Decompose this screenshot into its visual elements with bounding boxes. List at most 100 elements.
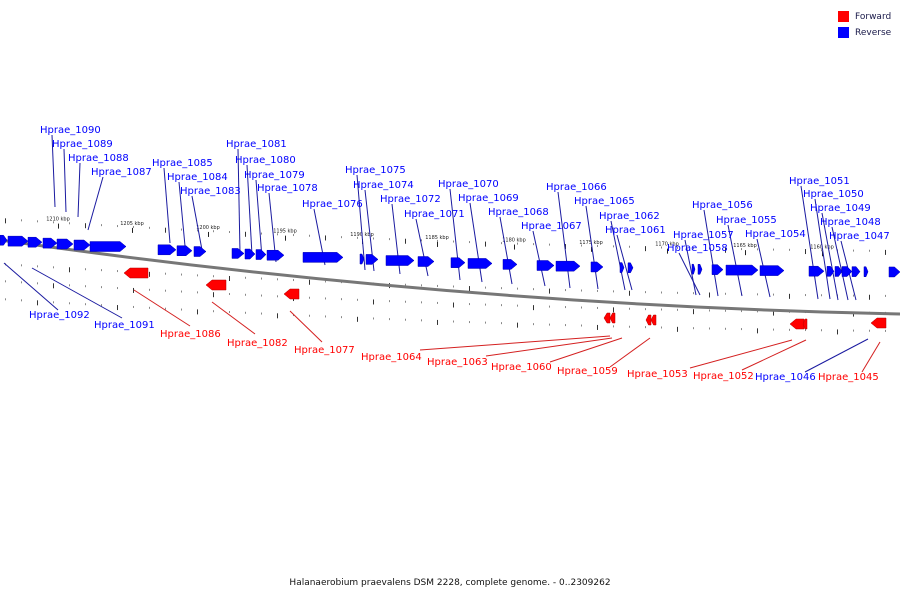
leader-line [3, 262, 59, 311]
scale-tick [132, 227, 133, 233]
tick-mark [693, 247, 694, 250]
tick-mark [341, 236, 342, 239]
leader-line [63, 148, 67, 213]
tick-mark [789, 328, 790, 331]
tick-mark [709, 247, 710, 250]
tick-mark [309, 314, 310, 317]
gene-label-hprae-1088: Hprae_1088 [68, 153, 129, 164]
tick-mark [597, 289, 598, 292]
leader-line [77, 162, 81, 218]
forward-gene-arrow [789, 318, 805, 330]
tick-mark [245, 231, 246, 237]
gene-label-hprae-1072: Hprae_1072 [380, 194, 441, 205]
tick-mark [293, 234, 294, 237]
tick-mark [757, 310, 758, 313]
tick-mark [533, 323, 534, 326]
reverse-gene-arrow [863, 266, 869, 277]
tick-mark [69, 222, 70, 225]
tick-mark [581, 306, 582, 309]
tick-mark [661, 291, 662, 294]
gene-label-hprae-1075: Hprae_1075 [345, 165, 406, 176]
scale-label: 1195 kbp [273, 229, 297, 235]
tick-mark [341, 316, 342, 319]
tick-mark [453, 320, 454, 323]
gene-label-hprae-1080: Hprae_1080 [235, 155, 296, 166]
tick-mark [549, 288, 550, 294]
leader-line [133, 289, 191, 327]
reverse-gene-arrow [244, 248, 256, 260]
scale-tick [208, 231, 209, 237]
gene-label-hprae-1052: Hprae_1052 [693, 371, 754, 382]
gene-label-hprae-1048: Hprae_1048 [820, 217, 881, 228]
tick-mark [5, 298, 6, 301]
tick-mark [229, 275, 230, 281]
tick-mark [821, 294, 822, 297]
reverse-gene-arrow [725, 264, 759, 276]
tick-mark [533, 305, 534, 311]
tick-mark [21, 219, 22, 222]
forward-gene-arrow [123, 267, 149, 279]
reverse-gene-arrow [826, 266, 835, 277]
tick-mark [773, 293, 774, 296]
tick-mark [181, 308, 182, 311]
tick-mark [453, 302, 454, 308]
leader-line [87, 176, 104, 231]
tick-mark [405, 300, 406, 303]
scale-tick [667, 248, 668, 254]
scale-label: 1185 kbp [425, 235, 449, 241]
tick-mark [517, 242, 518, 245]
tick-mark [389, 238, 390, 241]
tick-mark [373, 299, 374, 305]
tick-mark [629, 307, 630, 310]
reverse-gene-arrow [231, 248, 245, 259]
tick-mark [341, 298, 342, 301]
forward-gene-arrow [802, 318, 808, 330]
gene-label-hprae-1087: Hprae_1087 [91, 167, 152, 178]
tick-mark [677, 308, 678, 311]
scale-tick [437, 241, 438, 247]
reverse-gene-arrow [417, 256, 435, 267]
tick-mark [117, 225, 118, 228]
gene-label-hprae-1079: Hprae_1079 [244, 170, 305, 181]
legend-label-forward: Forward [855, 11, 892, 22]
tick-mark [85, 223, 86, 229]
tick-mark [661, 308, 662, 311]
tick-mark [581, 244, 582, 247]
tick-mark [853, 249, 854, 252]
forward-gene-arrow [609, 312, 616, 324]
leader-line [585, 205, 599, 290]
tick-mark [821, 249, 822, 252]
leader-line [532, 230, 546, 287]
tick-mark [789, 248, 790, 251]
gene-label-hprae-1051: Hprae_1051 [789, 176, 850, 187]
tick-mark [885, 249, 886, 255]
leader-line [689, 339, 793, 369]
forward-gene-arrow [603, 312, 611, 324]
tick-mark [485, 241, 486, 247]
reverse-gene-arrow [385, 255, 415, 266]
tick-mark [53, 266, 54, 269]
tick-mark [677, 246, 678, 249]
tick-mark [325, 235, 326, 241]
reverse-gene-arrow [759, 265, 785, 276]
reverse-gene-arrow [266, 249, 285, 261]
tick-mark [437, 301, 438, 304]
forward-gene-arrow [870, 317, 887, 329]
tick-mark [69, 267, 70, 273]
tick-mark [133, 305, 134, 308]
leader-line [469, 202, 483, 283]
tick-mark [277, 313, 278, 319]
leader-line [51, 134, 56, 208]
tick-mark [533, 288, 534, 291]
tick-mark [357, 298, 358, 301]
reverse-gene-arrow [619, 262, 625, 273]
tick-mark [853, 329, 854, 332]
tick-mark [741, 328, 742, 331]
gene-label-hprae-1078: Hprae_1078 [257, 183, 318, 194]
leader-line [727, 224, 743, 297]
tick-mark [645, 246, 646, 252]
tick-mark [213, 310, 214, 313]
reverse-gene-arrow [56, 238, 74, 250]
tick-mark [501, 242, 502, 245]
gene-label-hprae-1091: Hprae_1091 [94, 320, 155, 331]
